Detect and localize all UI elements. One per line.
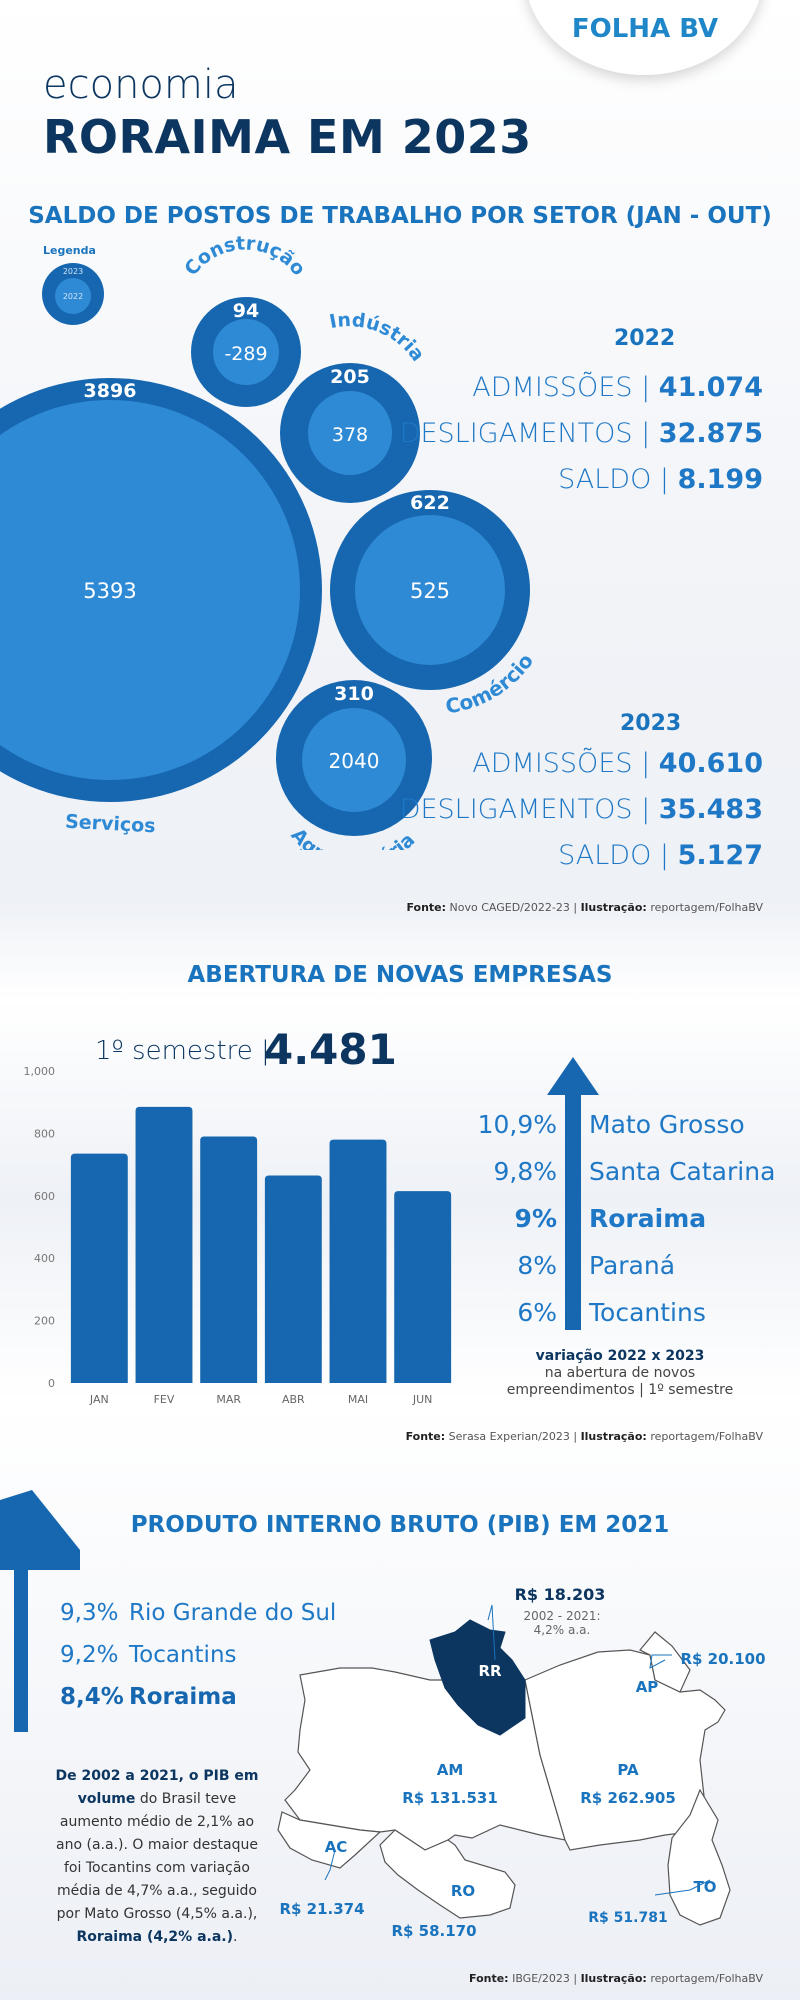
bubble-industria-2022 [308, 391, 392, 475]
section3-title: PRODUTO INTERNO BRUTO (PIB) EM 2021 [130, 1512, 670, 1538]
ranking-row: 10,9% Mato Grosso [477, 1110, 745, 1139]
y-tick-label: 600 [34, 1190, 55, 1203]
bubble-agropecuaria-2022 [302, 708, 406, 812]
bar-jan [70, 1153, 128, 1383]
stats-2023-desligamentos: DESLIGAMENTOS | 35.483 [399, 794, 763, 825]
brazil-north-map: RR R$ 18.203 2002 - 2021: 4,2% a.a. AP R… [277, 1585, 766, 1940]
map-pa-label: PA [617, 1761, 639, 1779]
ranking-row: 9,8% Santa Catarina [493, 1157, 776, 1186]
bubble-agropecuaria-2023-value: 310 [334, 683, 374, 705]
map-am-label: AM [437, 1761, 464, 1779]
map-ap-value: R$ 20.100 [680, 1650, 765, 1668]
semester-value: 4.481 [264, 1025, 397, 1074]
x-tick-label: JUN [412, 1393, 433, 1406]
ranking-note: variação 2022 x 2023 na abertura de novo… [506, 1348, 734, 1398]
up-arrow-icon [0, 1490, 80, 1732]
bubble-chart: Legenda 2023 2022 3896 5393 Serviços 94 … [0, 232, 538, 850]
legend-inner-circle [55, 278, 91, 314]
brand-logo: FOLHA BV [571, 14, 719, 44]
y-tick-label: 1,000 [24, 1065, 56, 1078]
x-tick-label: ABR [282, 1393, 305, 1406]
state-ro [379, 1829, 516, 1919]
ranking-row: 9,3% Rio Grande do Sul [60, 1600, 337, 1626]
state-pa [524, 1649, 726, 1851]
ranking-row: 8,4% Roraima [60, 1684, 237, 1710]
map-rr-value: R$ 18.203 [515, 1585, 606, 1604]
map-to-value: R$ 51.781 [588, 1910, 667, 1926]
y-tick-label: 800 [34, 1127, 55, 1140]
x-tick-label: JAN [89, 1393, 109, 1406]
bubble-construcao-label: Construção [180, 232, 309, 279]
x-tick-label: FEV [154, 1393, 175, 1406]
ranking-row: 9,2% Tocantins [60, 1642, 237, 1668]
bubble-servicos-2023-value: 3896 [84, 380, 137, 402]
stats-2022-year: 2022 [614, 326, 676, 351]
semester-label: 1º semestre | [95, 1036, 270, 1066]
pib-description: De 2002 a 2021, o PIB em volume do Brasil… [55, 1768, 259, 1945]
legend-outer-label: 2023 [63, 267, 83, 276]
state-ac [277, 1811, 382, 1869]
map-ac-value: R$ 21.374 [279, 1900, 364, 1918]
bubble-servicos-2022 [0, 400, 300, 780]
stats-2023-admissoes: ADMISSÕES | 40.610 [472, 748, 763, 779]
bubble-comercio-2023-value: 622 [410, 492, 450, 514]
page-title: RORAIMA EM 2023 [43, 110, 532, 164]
stats-2022-saldo: SALDO | 8.199 [558, 464, 763, 495]
bar-jun [394, 1191, 452, 1383]
bubble-industria-label: Indústria [328, 309, 429, 366]
bubble-industria-2023-value: 205 [330, 366, 370, 388]
stats-2023-saldo: SALDO | 5.127 [558, 840, 763, 871]
legend-inner-label: 2022 [63, 292, 83, 301]
x-tick-label: MAI [348, 1393, 368, 1406]
bar-chart: 0 200 400 600 800 1,000 JAN FEV MAR ABR MAI JUN [24, 1065, 452, 1406]
section2-source: Fonte: Serasa Experian/2023 | Ilustração… [405, 1430, 763, 1443]
ranking-row: 6% Tocantins [517, 1298, 706, 1327]
bubble-comercio-2022 [355, 515, 505, 665]
y-tick-label: 200 [34, 1315, 55, 1328]
map-ro-value: R$ 58.170 [391, 1922, 476, 1940]
stats-2022-admissoes: ADMISSÕES | 41.074 [472, 372, 763, 403]
bubble-construcao-2022 [213, 319, 279, 385]
section1-title: SALDO DE POSTOS DE TRABALHO POR SETOR (J… [28, 203, 772, 229]
stats-2023-year: 2023 [620, 711, 682, 736]
bubble-construcao-2023-value: 94 [233, 300, 259, 322]
section1-source: Fonte: Novo CAGED/2022-23 | Ilustração: … [406, 901, 763, 914]
y-tick-label: 400 [34, 1252, 55, 1265]
map-to-label: TO [694, 1878, 717, 1896]
bubble-construcao-2022-value: -289 [224, 343, 267, 365]
map-ro-label: RO [451, 1882, 475, 1900]
bubble-agropecuaria-2022-value: 2040 [329, 749, 380, 773]
section3-source: Fonte: IBGE/2023 | Ilustração: reportage… [469, 1972, 763, 1985]
bar-mai [329, 1139, 387, 1383]
map-rr-note2: 4,2% a.a. [534, 1623, 591, 1637]
state-ap [639, 1631, 691, 1693]
section2-title: ABERTURA DE NOVAS EMPRESAS [187, 962, 613, 988]
y-tick-label: 0 [48, 1377, 55, 1390]
bubble-servicos-label: Serviços [65, 811, 156, 838]
stats-2022-desligamentos: DESLIGAMENTOS | 32.875 [399, 418, 763, 449]
map-rr-note1: 2002 - 2021: [523, 1609, 600, 1623]
bubble-comercio-2022-value: 525 [410, 579, 450, 603]
bubble-industria-2022-value: 378 [332, 424, 368, 446]
map-ac-label: AC [325, 1838, 348, 1856]
bar-mar [200, 1136, 258, 1383]
bubble-servicos-2022-value: 5393 [83, 579, 136, 603]
business-ranking: 10,9% Mato Grosso 9,8% Santa Catarina 9% Ro… [440, 1110, 800, 1345]
legend-title: Legenda [43, 244, 96, 257]
ranking-row: 8% Paraná [517, 1251, 676, 1280]
state-rr [429, 1619, 526, 1736]
bar-abr [264, 1175, 322, 1383]
section-kicker: economia [43, 62, 239, 108]
map-pa-value: R$ 262.905 [580, 1789, 676, 1807]
map-am-value: R$ 131.531 [402, 1789, 498, 1807]
bar-fev [135, 1106, 193, 1383]
x-tick-label: MAR [216, 1393, 241, 1406]
ranking-row: 9% Roraima [514, 1204, 707, 1233]
up-arrow-icon [547, 1057, 599, 1330]
map-ap-label: AP [636, 1678, 659, 1696]
map-rr-label: RR [478, 1662, 502, 1680]
pib-ranking: 9,3% Rio Grande do Sul 9,2% Tocantins 8,4%… [60, 1600, 336, 1726]
